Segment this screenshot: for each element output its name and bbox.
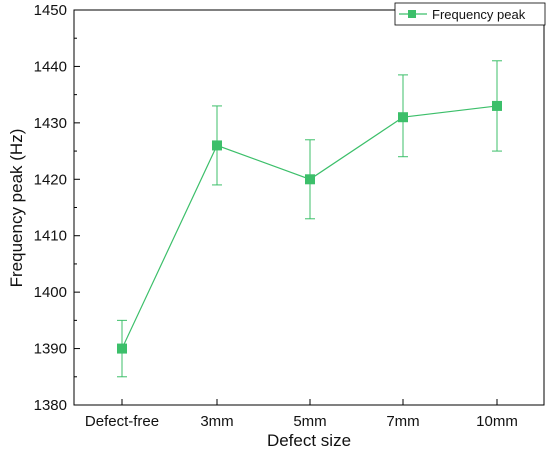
data-point: [212, 140, 222, 151]
data-point: [492, 100, 502, 111]
y-tick-label: 1430: [34, 115, 67, 132]
x-tick-label: 7mm: [386, 413, 419, 430]
y-axis-title: Frequency peak (Hz): [7, 129, 26, 288]
legend-label: Frequency peak: [432, 7, 526, 22]
legend: Frequency peak: [394, 2, 546, 26]
x-tick-label: 3mm: [200, 413, 233, 430]
x-tick-label: 10mm: [476, 413, 518, 430]
y-tick-label: 1390: [34, 341, 67, 358]
x-tick-label: 5mm: [293, 413, 326, 430]
y-axis: 1380 1390 1400 1410 1420 1430 1440 1450: [34, 2, 80, 414]
x-axis: Defect-free 3mm 5mm 7mm 10mm: [85, 399, 518, 430]
y-tick-label: 1410: [34, 228, 67, 245]
legend-marker: [408, 10, 416, 18]
series-frequency-peak: [117, 60, 502, 378]
data-point: [398, 112, 408, 123]
legend-box: [394, 2, 546, 26]
y-tick-label: 1450: [34, 2, 67, 19]
y-tick-label: 1420: [34, 171, 67, 188]
x-axis-title: Defect size: [267, 431, 351, 450]
y-tick-label: 1440: [34, 58, 67, 75]
y-tick-label: 1380: [34, 397, 67, 414]
data-point: [305, 174, 315, 185]
plot-frame: [73, 9, 545, 406]
y-tick-label: 1400: [34, 284, 67, 301]
data-point: [117, 343, 127, 354]
x-tick-label: Defect-free: [85, 413, 159, 430]
